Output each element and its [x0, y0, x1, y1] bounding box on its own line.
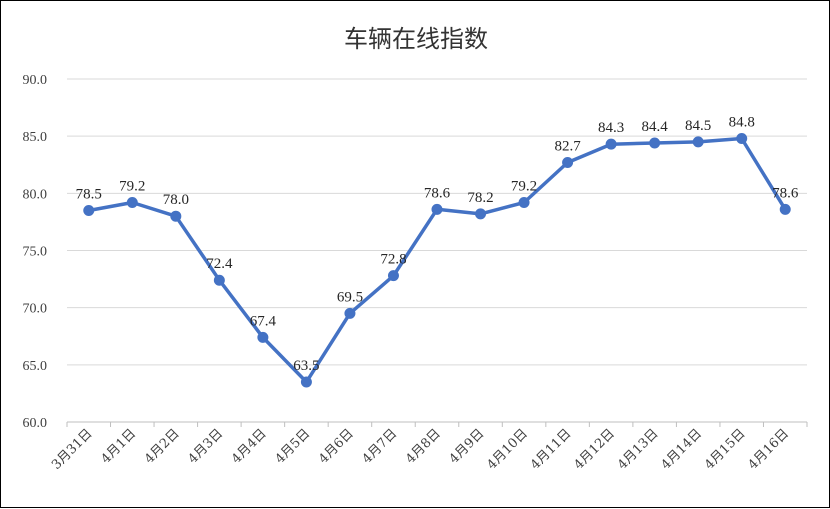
data-point	[431, 203, 443, 215]
y-tick-label: 85.0	[23, 130, 48, 145]
data-label: 78.6	[772, 185, 799, 201]
x-tick-label: 4月2日	[142, 426, 183, 467]
data-label: 84.8	[729, 114, 755, 130]
data-label: 84.5	[685, 118, 711, 134]
x-axis: 3月31日 4月1日 4月2日 4月3日 4月4日 4月5日 4月6日 4月7日 4月8日 4月9…	[49, 421, 808, 473]
data-label: 78.2	[467, 190, 493, 206]
x-tick-label: 4月11日	[528, 426, 575, 473]
data-point	[83, 204, 95, 216]
data-label: 63.5	[293, 358, 319, 374]
x-tick-label: 4月13日	[615, 426, 662, 473]
data-label: 78.6	[424, 185, 451, 201]
y-tick-label: 90.0	[23, 73, 48, 88]
x-tick-label: 4月7日	[360, 426, 401, 467]
data-point	[257, 331, 269, 343]
data-point	[518, 196, 530, 208]
y-tick-label: 65.0	[23, 359, 48, 374]
data-label: 82.7	[554, 138, 581, 154]
x-tick-label: 4月3日	[185, 426, 226, 467]
x-tick-label: 4月9日	[447, 426, 488, 467]
data-point	[692, 136, 704, 148]
x-tick-label: 4月5日	[273, 426, 314, 467]
x-tick-label: 4月10日	[484, 426, 531, 473]
data-label: 78.5	[76, 186, 102, 202]
data-point	[387, 270, 399, 282]
gridlines	[67, 78, 807, 366]
x-tick-label: 4月1日	[98, 426, 139, 467]
x-tick-label: 4月6日	[316, 426, 357, 467]
series-line	[87, 136, 787, 384]
series-line-group	[83, 132, 791, 388]
x-tick-label: 4月12日	[571, 426, 618, 473]
data-label: 72.8	[380, 252, 406, 268]
data-label: 79.2	[511, 178, 537, 194]
data-point	[344, 307, 356, 319]
x-tick-label: 4月14日	[658, 426, 705, 473]
data-label: 78.0	[163, 192, 189, 208]
x-tick-label: 3月31日	[49, 426, 96, 473]
y-tick-label: 70.0	[23, 302, 48, 317]
x-tick-label: 4月15日	[702, 426, 749, 473]
data-label: 84.4	[642, 119, 669, 135]
data-label: 84.3	[598, 120, 624, 136]
data-point	[475, 208, 487, 220]
x-tick-label: 4月8日	[403, 426, 444, 467]
chart-title: 车辆在线指数	[344, 25, 488, 53]
data-label: 79.2	[119, 178, 145, 194]
data-point	[170, 210, 182, 222]
data-labels: 78.5 79.2 78.0 72.4 67.4 63.5 69.5 72.8 78.6 78.2…	[76, 114, 799, 374]
data-point	[562, 156, 574, 168]
data-label: 72.4	[206, 256, 233, 272]
y-tick-label: 80.0	[23, 187, 48, 202]
data-point	[779, 203, 791, 215]
y-tick-label: 75.0	[23, 245, 48, 260]
data-point	[736, 132, 748, 144]
x-tick-label: 4月16日	[746, 426, 793, 473]
data-label: 67.4	[250, 313, 277, 329]
data-point	[126, 196, 138, 208]
data-point	[605, 138, 617, 150]
data-point	[213, 274, 225, 286]
data-point	[300, 376, 312, 388]
y-tick-label: 60.0	[23, 416, 48, 431]
y-axis: 60.0 65.0 70.0 75.0 80.0 85.0 90.0	[23, 73, 48, 431]
data-label: 69.5	[337, 289, 363, 305]
x-tick-label: 4月4日	[229, 426, 270, 467]
data-point	[649, 137, 661, 149]
